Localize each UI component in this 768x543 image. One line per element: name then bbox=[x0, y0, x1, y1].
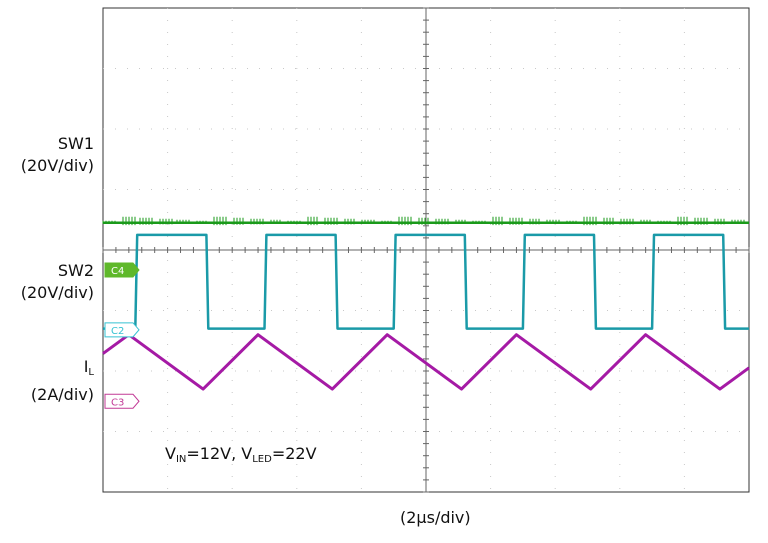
marker-shape bbox=[104, 322, 140, 338]
operating-conditions: VIN=12V, VLED=22V bbox=[165, 444, 317, 465]
marker-c4: C4 bbox=[104, 262, 140, 278]
marker-c2: C2 bbox=[104, 322, 140, 338]
marker-shape bbox=[104, 393, 140, 409]
sw1-scale: (20V/div) bbox=[20, 156, 94, 175]
il-label: IL (2A/div) bbox=[31, 356, 94, 406]
marker-label: C4 bbox=[111, 266, 124, 277]
marker-label: C3 bbox=[111, 397, 124, 408]
sw1-label: SW1 (20V/div) bbox=[21, 133, 94, 177]
il-name: IL bbox=[83, 357, 94, 378]
trace-c3 bbox=[102, 333, 750, 391]
sw2-label: SW2 (20V/div) bbox=[21, 260, 94, 304]
sw1-name: SW1 bbox=[57, 134, 94, 153]
il-scale: (2A/div) bbox=[30, 385, 94, 404]
channel-markers: C4 C2 C3 bbox=[104, 262, 140, 409]
x-axis-label: (2µs/div) bbox=[400, 508, 471, 527]
marker-shape bbox=[104, 262, 140, 278]
trace-c2 bbox=[103, 233, 749, 330]
sw2-name: SW2 bbox=[57, 261, 94, 280]
traces bbox=[102, 216, 750, 391]
grid bbox=[102, 7, 750, 493]
sw2-scale: (20V/div) bbox=[20, 283, 94, 302]
marker-c3: C3 bbox=[104, 393, 140, 409]
marker-label: C2 bbox=[111, 326, 124, 337]
